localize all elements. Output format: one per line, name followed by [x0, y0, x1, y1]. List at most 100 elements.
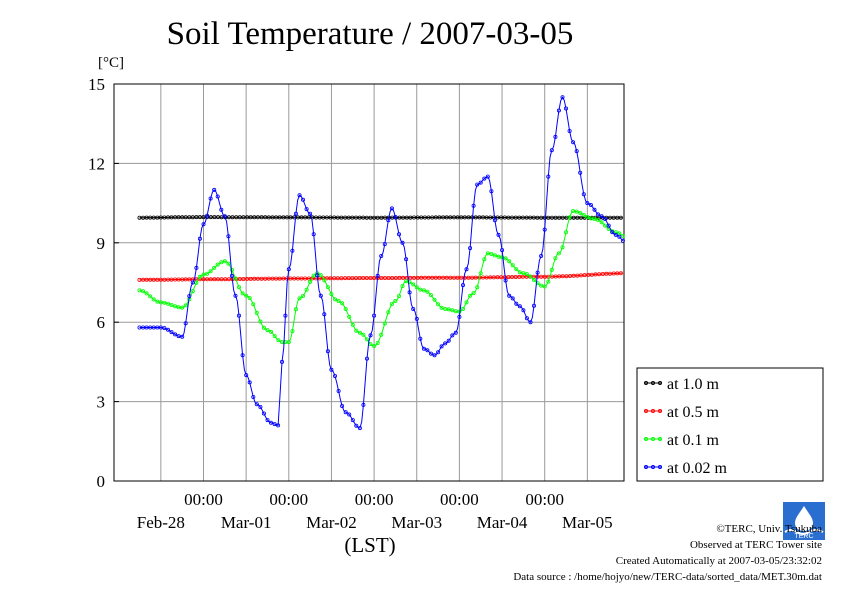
- series-point: [485, 251, 490, 256]
- series-point: [266, 215, 271, 220]
- observed-text: Observed at TERC Tower site: [689, 539, 822, 551]
- series-point: [241, 276, 246, 281]
- x-time-tick-label: 00:00: [184, 490, 223, 509]
- series-point: [197, 236, 202, 241]
- series-point: [389, 301, 394, 306]
- series-point: [354, 423, 359, 428]
- legend-entry: at 0.1 m: [644, 432, 720, 449]
- series-point: [313, 215, 318, 220]
- series-point: [283, 313, 288, 318]
- series-point: [596, 217, 601, 222]
- series-point: [350, 322, 355, 327]
- series-point: [393, 275, 398, 280]
- series-point: [464, 300, 469, 305]
- series-point: [151, 277, 156, 282]
- series-point: [194, 280, 199, 285]
- series-point: [510, 263, 515, 268]
- series-point: [336, 388, 341, 393]
- series-point: [578, 210, 583, 215]
- series-point: [354, 328, 359, 333]
- series-point: [411, 282, 416, 287]
- series-point: [364, 275, 369, 280]
- series-point: [499, 275, 504, 280]
- series-point: [556, 251, 561, 256]
- series-point: [315, 273, 320, 278]
- series-point: [339, 215, 344, 220]
- series-point: [407, 280, 412, 285]
- series-point: [462, 215, 467, 220]
- x-day-tick-label: Mar-03: [391, 513, 442, 532]
- series-point: [418, 287, 423, 292]
- series-point: [571, 140, 576, 145]
- series-point: [386, 310, 391, 315]
- series-point: [240, 291, 245, 296]
- series-point: [521, 271, 526, 276]
- series-point: [439, 305, 444, 310]
- series-point: [509, 215, 514, 220]
- series-point: [269, 329, 274, 334]
- series-point: [437, 275, 442, 280]
- series-point: [546, 215, 551, 220]
- series-point: [446, 307, 451, 312]
- series-point: [450, 333, 455, 338]
- series-point: [556, 108, 561, 113]
- series-point: [151, 215, 156, 220]
- series-point: [173, 304, 178, 309]
- series-point: [304, 207, 309, 212]
- series-point: [311, 232, 316, 237]
- series-point: [426, 215, 431, 220]
- series-point: [507, 259, 512, 264]
- series-point: [517, 270, 522, 275]
- series-point: [400, 240, 405, 245]
- series-point: [304, 287, 309, 292]
- series-point: [169, 302, 174, 307]
- series-point: [201, 215, 206, 220]
- series-point: [265, 418, 270, 423]
- series-point: [265, 328, 270, 333]
- series-point: [322, 312, 327, 317]
- series-point: [471, 203, 476, 208]
- series-point: [549, 267, 554, 272]
- series-point: [528, 320, 533, 325]
- series-point: [226, 234, 231, 239]
- series-point: [496, 232, 501, 237]
- series-point: [208, 269, 213, 274]
- series-point: [588, 202, 593, 207]
- series-point: [439, 344, 444, 349]
- series-point: [531, 215, 536, 220]
- legend-swatch-point: [651, 409, 655, 413]
- series-point: [496, 254, 501, 259]
- legend-swatch-point: [651, 465, 655, 469]
- series-point: [173, 332, 178, 337]
- series-point: [208, 196, 213, 201]
- series-line: [139, 216, 623, 219]
- series-point: [542, 284, 547, 289]
- series-point: [436, 350, 441, 355]
- series-point: [180, 305, 185, 310]
- series-point: [141, 289, 146, 294]
- y-tick-label: 9: [97, 234, 106, 253]
- legend-swatch-point: [644, 437, 648, 441]
- series-point: [495, 275, 500, 280]
- series-point: [236, 313, 241, 318]
- series-point: [219, 207, 224, 212]
- series-point: [353, 276, 358, 281]
- series-point: [290, 248, 295, 253]
- series-point: [389, 206, 394, 211]
- series-point: [258, 404, 263, 409]
- series-point: [318, 273, 323, 278]
- series-point: [560, 245, 565, 250]
- series-line: [139, 272, 623, 281]
- series-point: [276, 338, 281, 343]
- series-point: [361, 215, 366, 220]
- series-point: [272, 334, 277, 339]
- series-point: [489, 189, 494, 194]
- series-point: [425, 289, 430, 294]
- series-point: [618, 215, 623, 220]
- series-point: [426, 275, 431, 280]
- series-point: [404, 279, 409, 284]
- series-point: [155, 299, 160, 304]
- series-point: [197, 215, 202, 220]
- series-point: [286, 267, 291, 272]
